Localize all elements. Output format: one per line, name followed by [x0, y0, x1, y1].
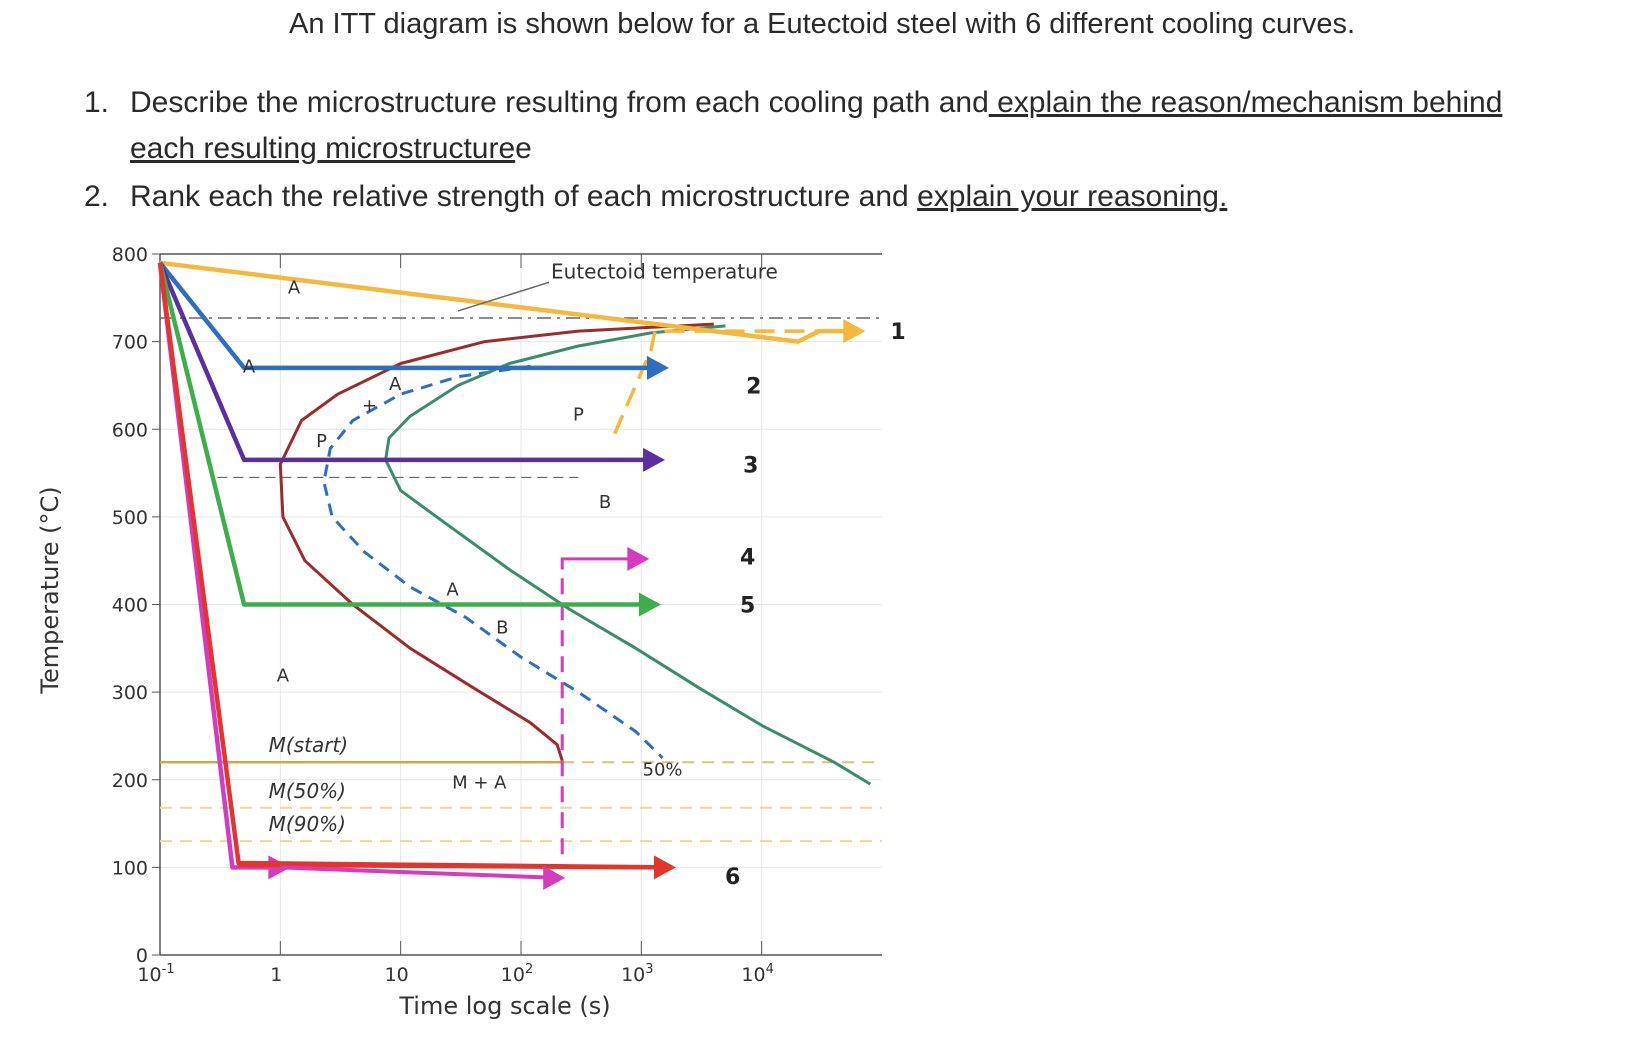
path-number-label: 4 [740, 545, 755, 570]
transformation-curve-end [384, 324, 872, 786]
path-number-label: 6 [725, 865, 740, 890]
transformation-curve-50% [322, 364, 664, 759]
cooling-path-5-arrowhead [638, 592, 661, 617]
region-label: A [243, 356, 256, 377]
region-label: 50% [643, 759, 683, 780]
question-1-number: 1. [84, 86, 110, 119]
y-tick-label: 300 [112, 682, 148, 704]
region-label: A [446, 580, 459, 601]
question-2-number: 2. [84, 180, 110, 213]
region-label: A [389, 374, 402, 395]
cooling-path-1-arrowhead [843, 319, 866, 344]
path-6-horizontal [238, 862, 666, 870]
question-1-continued: each resulting microstructuree [130, 126, 532, 172]
x-tick-label: 10-1 [137, 962, 174, 986]
y-axis-label: Temperature (°C) [36, 486, 64, 694]
path-4-bainite-arrowhead [627, 546, 650, 571]
eutectoid-annotation: Eutectoid temperature [551, 259, 778, 283]
question-1-text: Describe the microstructure resulting fr… [130, 86, 989, 119]
y-tick-label: 600 [112, 419, 148, 441]
region-label: P [573, 404, 584, 425]
cooling-path-2 [158, 261, 659, 371]
x-tick-label: 10 [385, 964, 409, 986]
path-number-label: 5 [740, 594, 755, 619]
region-label: B [496, 617, 508, 638]
region-label: P [316, 431, 327, 452]
question-2-underlined: explain your reasoning. [917, 180, 1228, 213]
path-4-bainite-segment [560, 557, 642, 570]
y-tick-label: 700 [112, 332, 148, 354]
path-number-label: 2 [746, 374, 761, 399]
y-tick-label: 400 [112, 595, 148, 617]
question-1-underlined-cont: each resulting microstructure [130, 132, 516, 165]
transformation-curves [278, 322, 872, 786]
cooling-path-3 [157, 261, 655, 463]
y-tick-label: 100 [112, 857, 148, 879]
x-tick-exponent: 3 [645, 962, 653, 977]
path-4-horizontal-arrowhead [543, 865, 566, 890]
region-label: A [277, 666, 290, 687]
x-tick-exponent: 2 [525, 962, 533, 977]
x-tick-label: 1 [270, 964, 282, 986]
cooling-path-5 [157, 262, 651, 607]
martensite-label: M(90%) [269, 812, 346, 836]
y-tick-label: 500 [112, 507, 148, 529]
page-title: An ITT diagram is shown below for a Eute… [288, 8, 1356, 40]
region-label: M + A [452, 773, 507, 794]
question-2-text: Rank each the relative strength of each … [130, 180, 918, 213]
transformation-curve-start [278, 322, 714, 761]
cooling-paths [157, 260, 866, 890]
path-number-label: 3 [743, 453, 758, 478]
region-label: A [288, 277, 301, 298]
question-2: 2. Rank each the relative strength of eac… [84, 174, 1227, 220]
path-1-dashed-segment [613, 329, 835, 435]
y-tick-label: 0 [136, 945, 148, 967]
chart-labels: Eutectoid temperature M(start) M(50%) M(90%… [243, 259, 906, 890]
cooling-path-1 [159, 260, 856, 344]
martensite-label: M(50%) [269, 779, 346, 803]
question-1-underlined: explain the reason/mechanism behind [988, 86, 1503, 119]
question-1-end: e [515, 132, 532, 165]
x-tick-label: 103 [621, 962, 653, 986]
x-tick-exponent: 4 [766, 962, 774, 977]
path-4-horizontal [280, 865, 558, 880]
cooling-path-4 [157, 262, 281, 870]
y-tick-label: 200 [112, 770, 148, 792]
region-label: + [362, 396, 377, 417]
x-tick-exponent: -1 [162, 962, 175, 977]
x-axis-label: Time log scale (s) [398, 992, 610, 1020]
x-tick-label: 104 [741, 962, 773, 986]
martensite-label: M(start) [269, 733, 348, 757]
axes: 0 100 200 300 400 500 600 700 800 10-1 1 10 102 103 10… [112, 244, 882, 986]
path-number-label: 1 [890, 320, 905, 345]
eutectoid-leader [457, 281, 550, 312]
region-label: B [599, 492, 611, 513]
cooling-path-2-arrowhead [646, 355, 669, 380]
cooling-path-3-arrowhead [643, 447, 666, 472]
y-tick-label: 800 [112, 244, 148, 266]
question-1: 1. Describe the microstructure resulting … [84, 80, 1502, 126]
x-tick-label: 102 [501, 962, 533, 986]
